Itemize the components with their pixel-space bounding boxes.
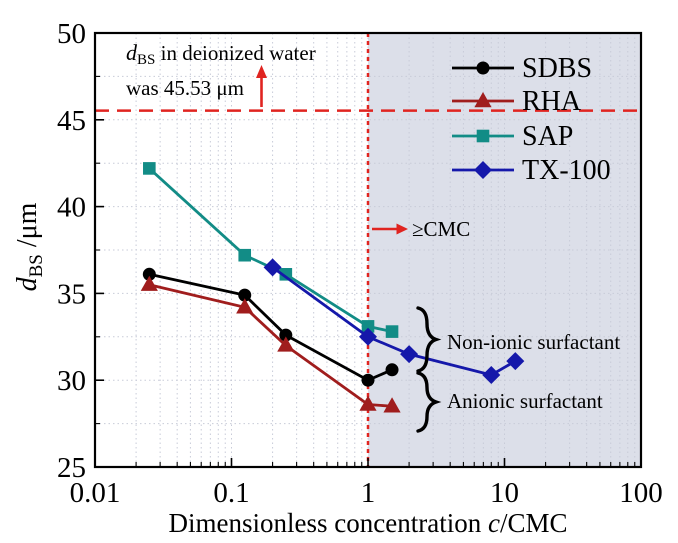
series-sap (143, 162, 399, 338)
data-point (236, 298, 254, 314)
legend-label: TX-100 (522, 155, 611, 186)
legend-label: SAP (522, 121, 573, 152)
right-arrow-icon (372, 223, 408, 235)
x-tick-label: 1 (361, 477, 376, 509)
y-tick-label: 25 (57, 452, 86, 484)
axis-ticks (94, 32, 642, 468)
annotation-non-ionic-group: Non-ionic surfactant (447, 330, 620, 354)
y-axis: 25 30 35 40 45 50 (57, 18, 86, 484)
up-arrow-icon (256, 65, 267, 107)
legend-label: SDBS (522, 53, 592, 84)
data-point (361, 320, 375, 333)
legend-entry-sap: SAP (452, 121, 573, 152)
data-point (279, 268, 293, 281)
data-point (277, 336, 295, 352)
data-point (385, 325, 399, 338)
data-point (474, 161, 492, 179)
legend-entry-tx-100: TX-100 (452, 155, 611, 186)
y-tick-label: 35 (57, 278, 86, 310)
data-point (140, 275, 158, 291)
data-point (359, 327, 377, 346)
data-point (263, 258, 282, 277)
data-point (385, 363, 399, 377)
data-point (400, 345, 419, 364)
y-tick-label: 30 (57, 365, 86, 397)
data-point (238, 288, 252, 302)
data-point (506, 352, 525, 371)
data-point (476, 129, 490, 143)
data-point (143, 162, 156, 175)
legend-entry-rha: RHA (452, 86, 582, 117)
y-tick-label: 40 (57, 192, 86, 224)
x-tick-label: 10 (490, 477, 519, 509)
non-ionic-brace (416, 306, 442, 373)
legend-label: RHA (522, 86, 582, 117)
x-tick-label: 100 (619, 477, 663, 509)
anionic-brace (416, 371, 442, 433)
x-tick-label: 0.01 (70, 477, 121, 509)
series-sdbs (142, 267, 399, 387)
up-arrow-head (256, 65, 267, 78)
data-point (476, 61, 490, 75)
series-line (148, 283, 393, 408)
x-axis-title: Dimensionless concentration c/CMC (169, 508, 568, 538)
data-point (361, 373, 375, 387)
y-axis-title: dBS /μm (12, 202, 47, 291)
data-point (383, 397, 401, 413)
annotation-deionized-water-line1: dBS in deionized water (126, 40, 316, 68)
x-tick-label: 0.1 (213, 477, 249, 509)
data-point (482, 365, 501, 384)
x-axis: 0.01 0.1 1 10 100 (70, 477, 663, 509)
gridlines (95, 33, 641, 467)
y-tick-label: 45 (57, 105, 86, 137)
annotation-cmc-threshold: ≥CMC (412, 217, 470, 241)
data-point (279, 328, 293, 342)
data-point (359, 395, 377, 411)
annotation-anionic-group: Anionic surfactant (447, 389, 603, 413)
legend-entry-sdbs: SDBS (452, 53, 592, 84)
data-point (474, 92, 492, 108)
series-tx-100 (263, 258, 525, 384)
data-point (142, 267, 156, 281)
y-tick-label: 50 (57, 18, 86, 50)
annotation-deionized-water-line2: was 45.53 μm (126, 76, 244, 100)
data-point (238, 248, 252, 262)
right-arrow-head (396, 223, 408, 235)
series-rha (140, 275, 401, 413)
